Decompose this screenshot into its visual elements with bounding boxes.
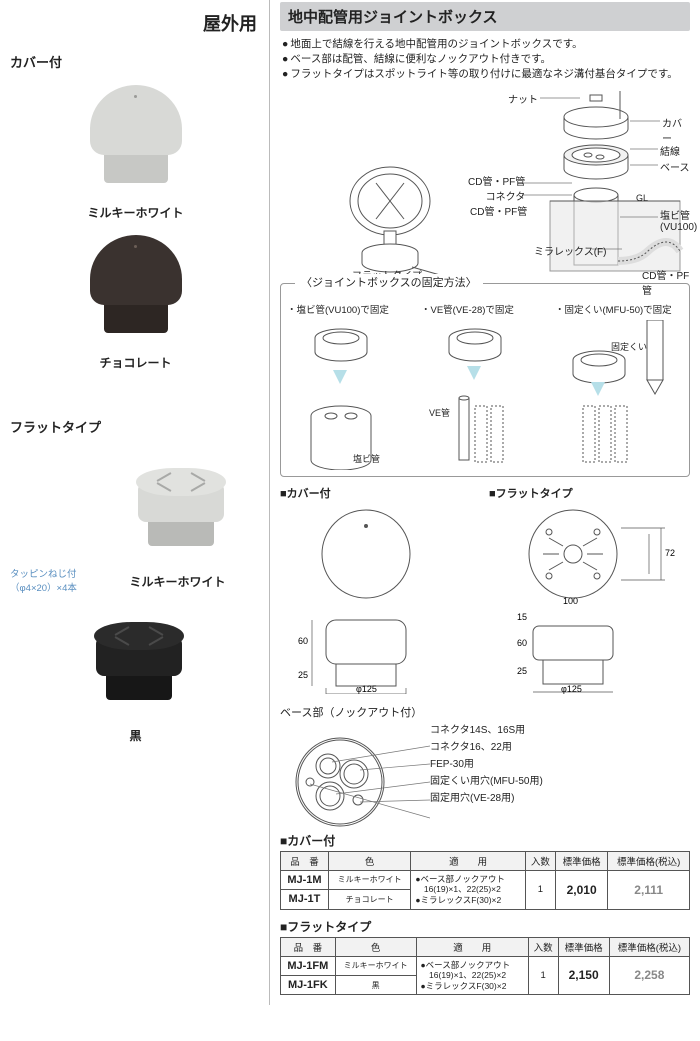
svg-text:72: 72 [665,548,675,558]
td-price: 2,150 [558,956,609,995]
bullet: フラットタイプはスポットライト等の取り付けに最適なネジ溝付基台タイプです。 [282,67,690,82]
diagram-label-nut: ナット [508,91,538,106]
dim-header-flat: ■フラットタイプ [489,485,690,501]
right-column: 地中配管用ジョイントボックス 地面上で結線を行える地中配管用のジョイントボックス… [270,0,700,1005]
td-apply: ●ベース部ノックアウト 16(19)×1、22(25)×2 ●ミラレックスF(3… [411,870,525,909]
diagram-label-vu100: 塩ビ管 (VU100) [660,207,697,233]
knock-label: FEP-30用 [430,756,690,773]
svg-text:60: 60 [298,636,308,646]
table-flat: 品 番 色 適 用 入数 標準価格 標準価格(税込) MJ-1FM ミルキーホワ… [280,937,690,996]
table-flat-header: フラットタイプ [280,918,690,935]
th: 入数 [525,851,555,870]
product-caption: 黒 [10,727,261,744]
product-caption: ミルキーホワイト [94,573,261,590]
svg-text:15: 15 [517,612,527,622]
diagram-label-connector: CD管・PF管 コネクタ [468,173,525,203]
th: 標準価格 [558,937,609,956]
table-cover-header: カバー付 [280,832,690,849]
flat-label: フラットタイプ [10,417,261,436]
knock-label: コネクタ14S、16S用 [430,722,690,739]
cover-label: カバー付 [10,52,261,71]
td-color: 黒 [335,975,416,994]
th: 色 [328,851,410,870]
left-column: 屋外用 カバー付 ミルキーホワイト チョコレート フラットタイプ タッピンねじ付… [0,0,270,1005]
dim-header-cover: ■カバー付 [280,485,481,501]
svg-text:25: 25 [298,670,308,680]
td-part: MJ-1M [281,870,329,889]
dimension-drawings: ■カバー付 [280,485,690,694]
td-price-tax: 2,111 [608,870,690,909]
method-frame: 〈ジョイントボックスの固定方法〉 ・塩ビ管(VU100)で固定 [280,283,690,477]
diagram-label-join: 結線 [660,143,680,158]
th: 適 用 [411,851,525,870]
knock-label: 固定くい用穴(MFU-50用) [430,773,690,790]
product-black-flat: 黒 [10,600,261,744]
method-label-ve: VE管 [429,406,450,419]
diagram-label-cover: カバー [662,115,690,145]
svg-text:φ125: φ125 [561,684,582,694]
method-fig-1: 塩ビ管 [287,320,415,470]
method-fig-2: VE管 [421,320,549,470]
method-col2-header: ・VE管(VE-28)で固定 [421,302,549,316]
product-milky-cover: ミルキーホワイト [10,77,261,221]
td-part: MJ-1T [281,890,329,909]
method-title: 〈ジョイントボックスの固定方法〉 [295,274,483,290]
th: 標準価格(税込) [608,851,690,870]
method-label-pvc: 塩ビ管 [353,452,380,465]
bullet: 地面上で結線を行える地中配管用のジョイントボックスです。 [282,37,690,52]
diagram-label-cdpf: CD管・PF管 [470,203,527,218]
svg-text:60: 60 [517,638,527,648]
th: 適 用 [416,937,528,956]
td-color: チョコレート [328,890,410,909]
title: 地中配管用ジョイントボックス [280,2,690,31]
th: 品 番 [281,937,336,956]
td-qty: 1 [525,870,555,909]
td-apply: ●ベース部ノックアウト 16(19)×1、22(25)×2 ●ミラレックスF(3… [416,956,528,995]
product-caption: チョコレート [10,354,261,371]
svg-text:25: 25 [517,666,527,676]
product-chocolate-cover: チョコレート [10,227,261,371]
diagram-label-mirarex: ミラレックス(F) [534,243,606,258]
knock-label: 固定用穴(VE-28用) [430,790,690,807]
th: 入数 [528,937,558,956]
td-price: 2,010 [556,870,608,909]
svg-text:100: 100 [563,596,578,606]
knock-title: ベース部（ノックアウト付） [280,704,430,720]
diagram-label-base: ベース [660,159,690,174]
description-bullets: 地面上で結線を行える地中配管用のジョイントボックスです。 ベース部は配管、結線に… [282,37,690,83]
outdoor-label: 屋外用 [10,6,261,46]
th: 色 [335,937,416,956]
td-price-tax: 2,258 [609,956,689,995]
th: 標準価格 [556,851,608,870]
knockout-diagram: ベース部（ノックアウト付） [280,704,690,824]
th: 品 番 [281,851,329,870]
knock-label: コネクタ16、22用 [430,739,690,756]
method-fig-3: 固定くい [555,320,683,470]
table-cover: 品 番 色 適 用 入数 標準価格 標準価格(税込) MJ-1M ミルキーホワイ… [280,851,690,910]
td-color: ミルキーホワイト [328,870,410,889]
td-part: MJ-1FK [281,975,336,994]
td-color: ミルキーホワイト [335,956,416,975]
main-diagram: ナット カバー 結線 ベース CD管・PF管 コネクタ CD管・PF管 塩ビ管 … [280,91,690,277]
product-milky-flat: ミルキーホワイト [94,446,261,590]
bullet: ベース部は配管、結線に便利なノックアウト付きです。 [282,52,690,67]
product-caption: ミルキーホワイト [10,204,261,221]
td-part: MJ-1FM [281,956,336,975]
method-label-stake: 固定くい [611,340,647,353]
diagram-label-gl: GL [636,193,648,203]
method-col3-header: ・固定くい(MFU-50)で固定 [555,302,683,316]
dim-text: φ125 [356,684,377,694]
th: 標準価格(税込) [609,937,689,956]
method-col1-header: ・塩ビ管(VU100)で固定 [287,302,415,316]
td-qty: 1 [528,956,558,995]
screw-note: タッピンねじ付 （φ4×20）×4本 [10,566,94,594]
